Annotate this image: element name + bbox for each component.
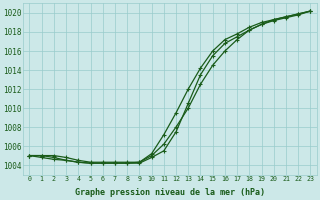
X-axis label: Graphe pression niveau de la mer (hPa): Graphe pression niveau de la mer (hPa) [75, 188, 265, 197]
